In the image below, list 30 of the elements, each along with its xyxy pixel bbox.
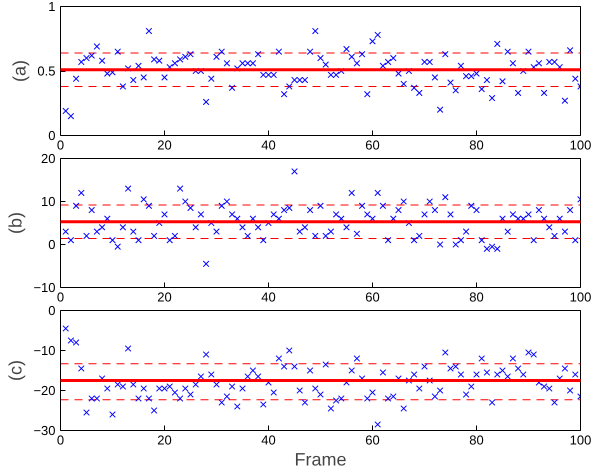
- y-tick-label: −20: [33, 383, 56, 398]
- y-tick-label: 0: [48, 237, 56, 252]
- y-tick-label: 0: [48, 128, 56, 143]
- x-tick-label: 20: [157, 138, 172, 152]
- x-axis-title: Frame: [294, 450, 347, 470]
- x-tick-label: 60: [365, 138, 380, 152]
- y-tick-label: 0.5: [37, 64, 56, 78]
- x-tick-label: 100: [570, 290, 592, 304]
- y-tick-label: 1: [48, 0, 56, 14]
- x-tick-label: 20: [157, 432, 172, 448]
- x-tick-label: 60: [365, 432, 380, 448]
- y-axis-title: (b): [5, 212, 26, 234]
- x-tick-label: 80: [469, 432, 484, 448]
- y-tick-label: −10: [33, 280, 56, 295]
- y-tick-label: 20: [41, 151, 56, 166]
- x-tick-label: 80: [469, 290, 484, 304]
- x-tick-label: 20: [157, 290, 172, 304]
- y-tick-label: −10: [33, 343, 56, 358]
- x-tick-label: 80: [469, 138, 484, 152]
- x-tick-label: 100: [570, 138, 592, 152]
- y-axis-title: (c): [5, 360, 26, 381]
- x-tick-label: 40: [261, 290, 276, 304]
- x-tick-label: 100: [570, 432, 592, 448]
- x-tick-label: 40: [261, 138, 276, 152]
- y-tick-label: 10: [41, 194, 56, 209]
- y-tick-label: 0: [48, 303, 56, 318]
- x-tick-label: 40: [261, 432, 276, 448]
- x-tick-label: 60: [365, 290, 380, 304]
- y-tick-label: −30: [33, 423, 56, 438]
- y-axis-title: (a): [9, 60, 30, 82]
